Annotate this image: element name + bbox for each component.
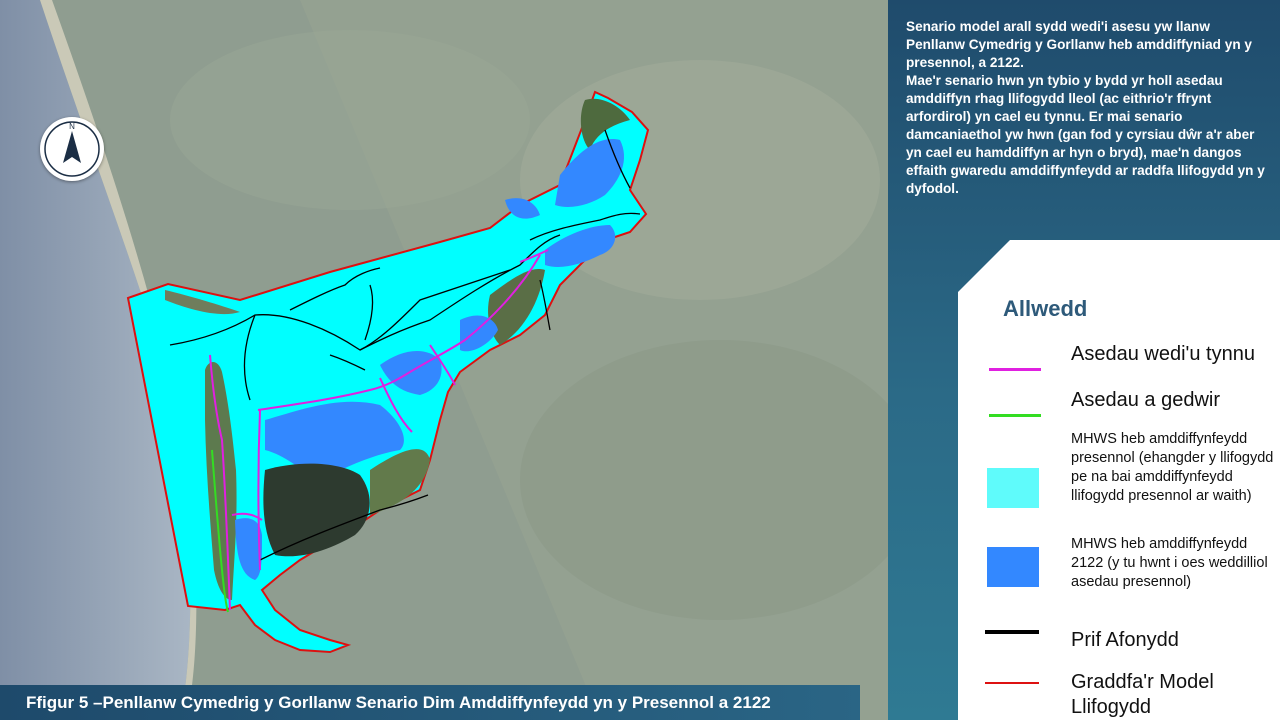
legend-line-icon (989, 414, 1041, 417)
flood-map (0, 0, 888, 720)
flood-2122-area (505, 198, 540, 219)
flood-2122-area (545, 225, 616, 267)
legend-label: Asedau a gedwir (1071, 389, 1220, 411)
dune-land (165, 290, 240, 315)
flood-2122-area (555, 139, 625, 207)
description-paragraph: Senario model arall sydd wedi'i asesu yw… (906, 19, 1252, 70)
land-texture (170, 30, 530, 210)
legend-line-icon (989, 368, 1041, 371)
flood-2122-area (235, 518, 262, 580)
compass-icon: N (44, 121, 100, 177)
legend-label: MHWS heb amddiffynfeydd 2122 (y tu hwnt … (1071, 536, 1268, 590)
figure-caption: Ffigur 5 –Penllanw Cymedrig y Gorllanw S… (0, 685, 860, 720)
legend-line-icon (985, 630, 1039, 634)
legend-label: Asedau wedi'u tynnu (1071, 343, 1255, 365)
flood-2122-area (460, 315, 498, 352)
map-view[interactable]: N Ffigur 5 –Penllanw Cymedrig y Gorllanw… (0, 0, 888, 720)
legend: Allwedd Asedau wedi'u tynnu Asedau a ged… (958, 240, 1280, 720)
legend-label: MHWS heb amddiffynfeydd presennol (ehang… (1071, 431, 1274, 504)
legend-line-icon (985, 682, 1039, 684)
sea (0, 0, 191, 720)
legend-box-icon (987, 468, 1039, 508)
info-panel: Senario model arall sydd wedi'i asesu yw… (888, 0, 1280, 720)
description-paragraph: Mae'r senario hwn yn tybio y bydd yr hol… (906, 73, 1265, 196)
raised-bog (263, 463, 370, 557)
flood-2122-area (265, 401, 404, 480)
slope-land (370, 449, 430, 515)
legend-label: Graddfa'r Model Llifogydd (1071, 671, 1214, 718)
valley-land (580, 98, 630, 150)
legend-title: Allwedd (1003, 296, 1088, 321)
north-arrow: N (40, 117, 104, 181)
scenario-description: Senario model arall sydd wedi'i asesu yw… (906, 18, 1268, 198)
retained-assets (211, 449, 229, 613)
main-rivers (169, 129, 641, 561)
land-texture (520, 340, 888, 620)
legend-label: Prif Afonydd (1071, 629, 1179, 651)
hill-land (488, 269, 545, 345)
removed-assets (209, 249, 549, 611)
north-label: N (69, 122, 75, 131)
legend-box-icon (987, 547, 1039, 587)
spit-land (205, 362, 237, 600)
